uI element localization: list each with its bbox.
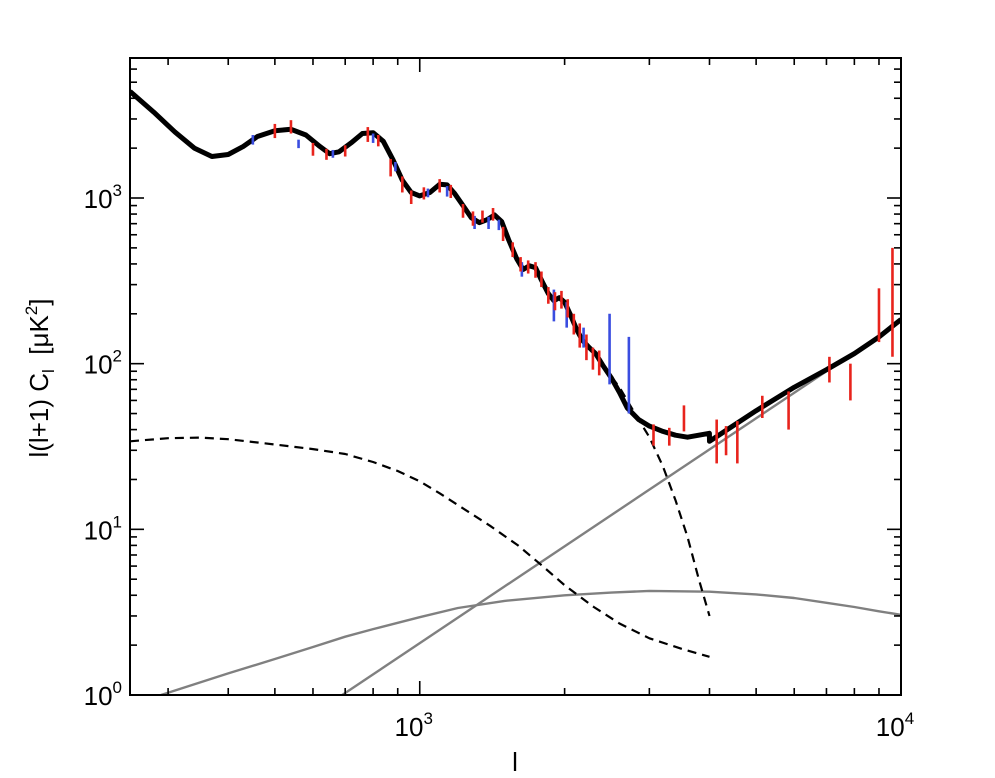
series-total — [130, 89, 901, 444]
y-tick-label: 103 — [84, 181, 122, 214]
y-tick-label: 100 — [84, 678, 122, 711]
series-layer — [130, 89, 901, 695]
y-axis-title: l(l+1) Cl [μK2] — [22, 299, 58, 458]
series-secondary — [130, 436, 710, 658]
series-foreground-clustered — [160, 589, 901, 695]
x-tick-label: 104 — [876, 709, 914, 742]
y-tick-label: 102 — [84, 347, 122, 380]
axes-layer — [129, 57, 902, 696]
plot-frame — [129, 57, 902, 696]
x-tick-label: 103 — [395, 709, 433, 742]
x-axis-title: l — [512, 747, 518, 777]
tick-label-layer: 103 104 100 101 102 103 — [84, 181, 915, 742]
ticks-layer — [130, 57, 902, 696]
series-primary-cmb — [601, 364, 711, 617]
y-tick-label: 101 — [84, 512, 122, 545]
error-bar-layer — [251, 120, 894, 464]
series-foreground-power-law — [341, 320, 901, 695]
